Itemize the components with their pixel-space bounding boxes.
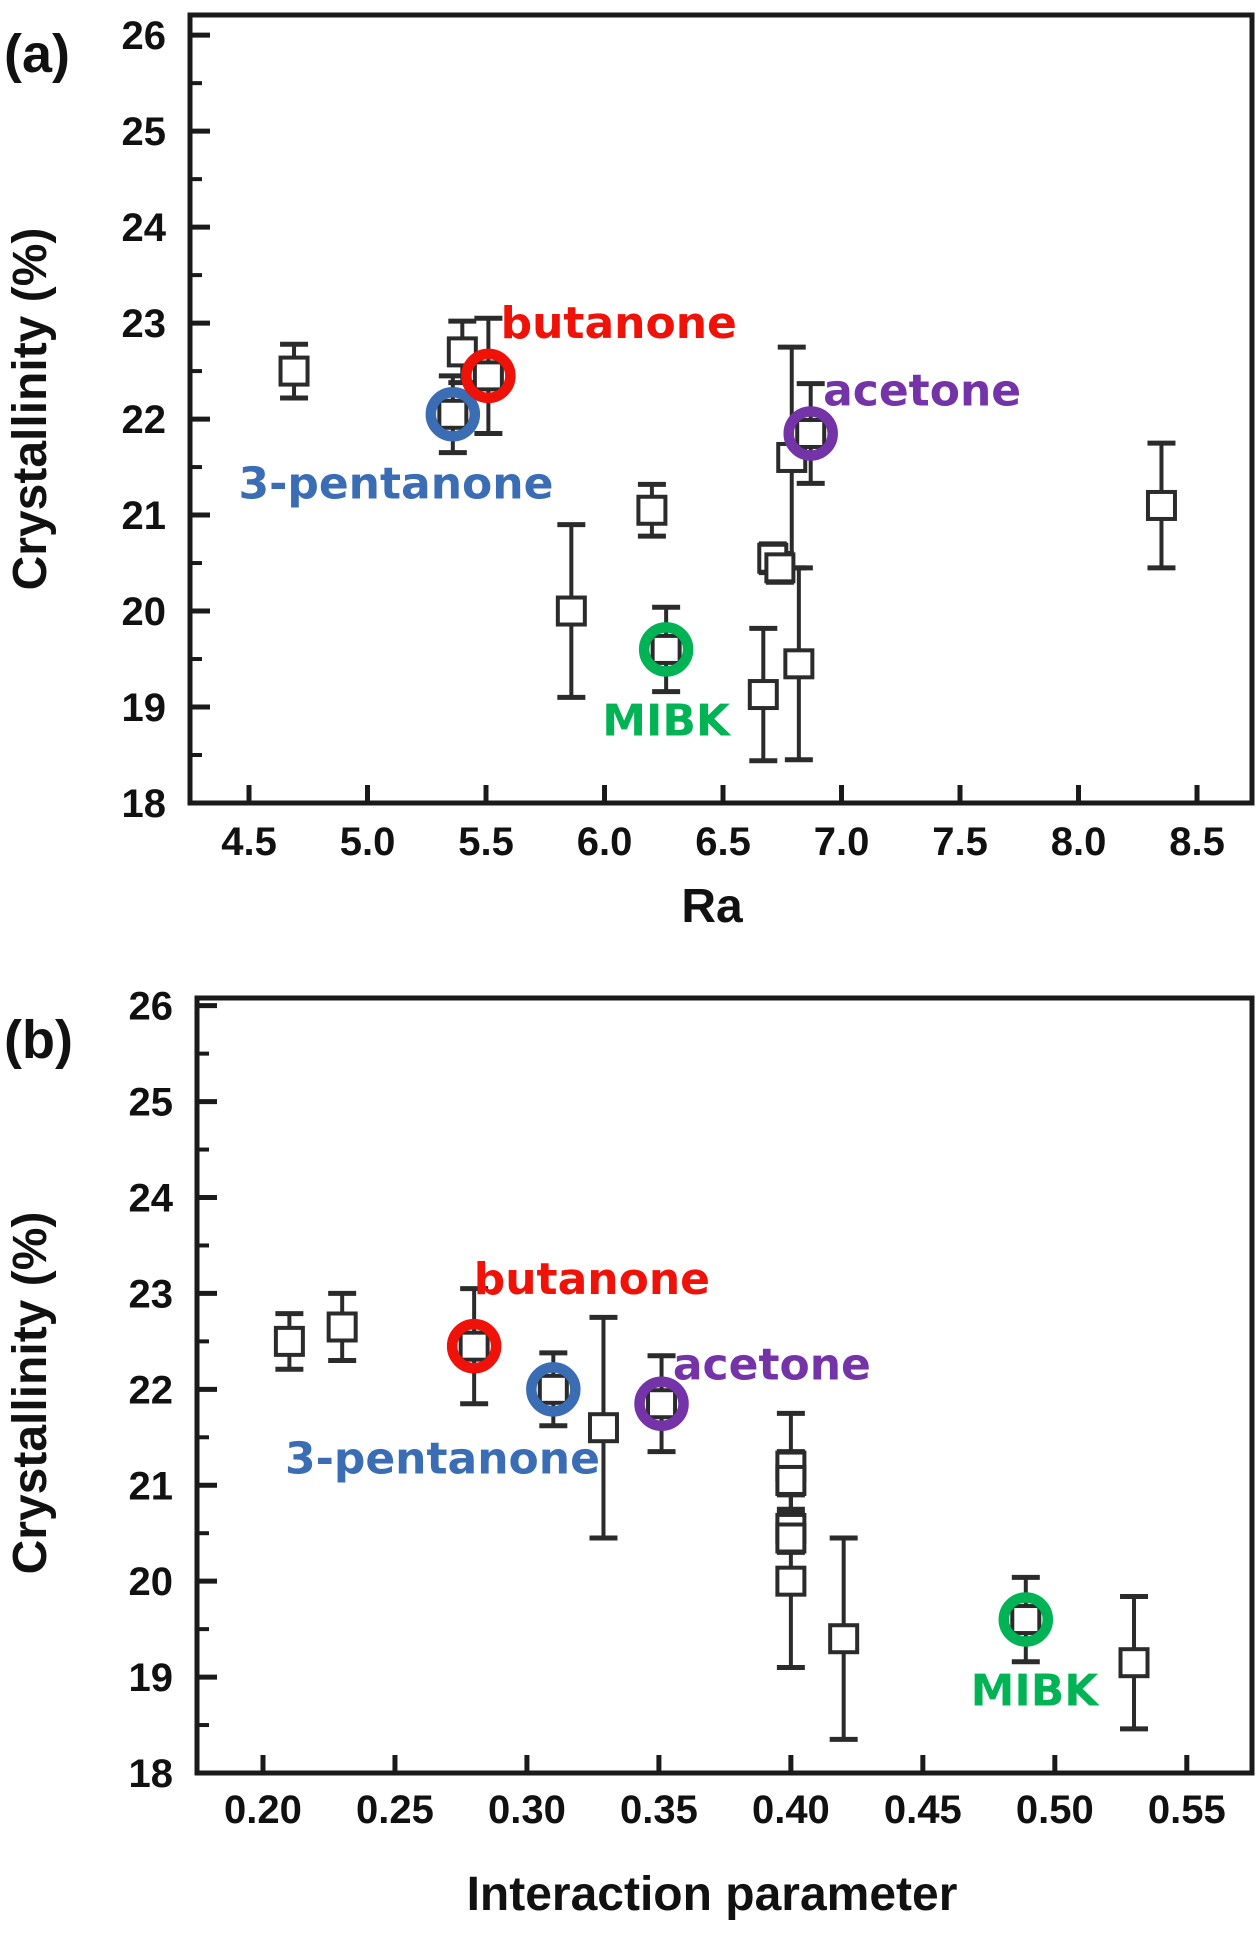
x-tick-label: 0.55 — [1148, 1788, 1226, 1832]
3-pentanone-data-point — [437, 398, 469, 430]
annotation-acetone: acetone — [823, 365, 1021, 416]
data-point-square — [764, 552, 796, 584]
data-point-square — [783, 648, 815, 680]
panel-b-plot: 18 19 20 21 22 23 24 25 26 0.20 0.25 0.30 0.35 0.40 0.… — [129, 985, 1255, 1832]
annotation-butanone: butanone — [501, 298, 737, 349]
butanone-highlight-ring — [461, 348, 516, 404]
x-tick-label: 5.5 — [458, 820, 514, 864]
3-pentanone-highlight-ring — [425, 387, 481, 442]
butanone-data-point — [472, 360, 504, 392]
annotation-butanone: butanone — [474, 1254, 710, 1305]
data-point-square — [636, 494, 668, 526]
y-tick-label: 22 — [122, 398, 167, 442]
acetone-data-point — [795, 417, 827, 449]
data-point-square — [828, 1623, 860, 1655]
x-tick-label: 0.35 — [620, 1788, 698, 1832]
MIBK-highlight-ring — [638, 622, 694, 677]
panel-a-x-axis-title: Ra — [681, 880, 743, 933]
MIBK-data-point — [650, 633, 682, 665]
plot-frame — [194, 995, 1255, 1776]
3-pentanone-data-point — [537, 1373, 569, 1405]
data-point-square — [555, 595, 587, 627]
y-tick-label: 23 — [129, 1272, 174, 1316]
annotation-MIBK: MIBK — [971, 1666, 1101, 1717]
acetone-highlight-ring — [783, 406, 838, 461]
x-tick-label: 0.50 — [1016, 1788, 1094, 1832]
y-tick-label: 25 — [122, 110, 167, 154]
y-tick-label: 18 — [129, 1752, 174, 1796]
panel-b-x-axis-title: Interaction parameter — [467, 1868, 958, 1921]
y-tick-label: 26 — [129, 985, 174, 1029]
annotation-acetone: acetone — [673, 1339, 871, 1390]
y-tick-label: 19 — [129, 1656, 174, 1700]
y-tick-label: 23 — [122, 302, 167, 346]
x-tick-label: 5.0 — [340, 820, 396, 864]
x-tick-label: 6.0 — [577, 820, 633, 864]
MIBK-data-point — [1010, 1604, 1042, 1636]
x-tick-label: 0.45 — [884, 1788, 962, 1832]
y-tick-label: 18 — [122, 782, 167, 826]
y-tick-label: 25 — [129, 1081, 174, 1125]
x-tick-label: 0.20 — [224, 1788, 302, 1832]
x-tick-label: 0.30 — [488, 1788, 566, 1832]
panel-b-tag: (b) — [4, 1010, 73, 1070]
butanone-highlight-ring — [446, 1318, 502, 1374]
panel-b-y-axis-title: Crystallinity (%) — [4, 1212, 57, 1575]
y-tick-label: 20 — [129, 1560, 174, 1604]
y-tick-label: 26 — [122, 14, 167, 58]
x-tick-label: 0.40 — [752, 1788, 830, 1832]
x-tick-label: 4.5 — [221, 820, 277, 864]
data-point-square — [747, 679, 779, 711]
x-tick-label: 7.0 — [814, 820, 870, 864]
data-point-square — [775, 1522, 807, 1554]
y-tick-label: 21 — [122, 494, 167, 538]
x-tick-label: 8.5 — [1169, 820, 1225, 864]
y-tick-label: 24 — [129, 1177, 174, 1221]
y-tick-label: 20 — [122, 590, 167, 634]
data-point-square — [278, 355, 310, 387]
x-tick-label: 0.25 — [356, 1788, 434, 1832]
data-point-square — [775, 1565, 807, 1597]
data-point-square — [775, 1464, 807, 1496]
x-tick-label: 6.5 — [695, 820, 751, 864]
panel-a-tag: (a) — [4, 24, 70, 84]
y-tick-label: 21 — [129, 1464, 174, 1508]
acetone-highlight-ring — [634, 1376, 689, 1431]
data-point-square — [326, 1311, 358, 1343]
data-point-square — [1145, 489, 1177, 521]
x-tick-label: 8.0 — [1051, 820, 1107, 864]
data-point-square — [273, 1325, 305, 1357]
y-tick-label: 24 — [122, 206, 167, 250]
x-tick-label: 7.5 — [932, 820, 988, 864]
data-point-square — [587, 1412, 619, 1444]
data-point-square — [1118, 1647, 1150, 1679]
MIBK-highlight-ring — [998, 1592, 1054, 1647]
plot-frame — [187, 12, 1255, 806]
annotation-3-pentanone: 3-pentanone — [285, 1433, 600, 1484]
y-tick-label: 19 — [122, 686, 167, 730]
butanone-data-point — [458, 1330, 490, 1362]
acetone-data-point — [646, 1388, 678, 1420]
annotation-MIBK: MIBK — [602, 695, 732, 746]
3-pentanone-highlight-ring — [526, 1362, 581, 1417]
panel-a-y-axis-title: Crystallinity (%) — [4, 228, 57, 591]
annotation-3-pentanone: 3-pentanone — [238, 458, 553, 509]
y-tick-label: 22 — [129, 1368, 174, 1412]
panel-a-plot: 18 19 20 21 22 23 24 25 26 4.5 5.0 5.5 6.0 6.5 7.0 7.5 8… — [122, 12, 1255, 864]
